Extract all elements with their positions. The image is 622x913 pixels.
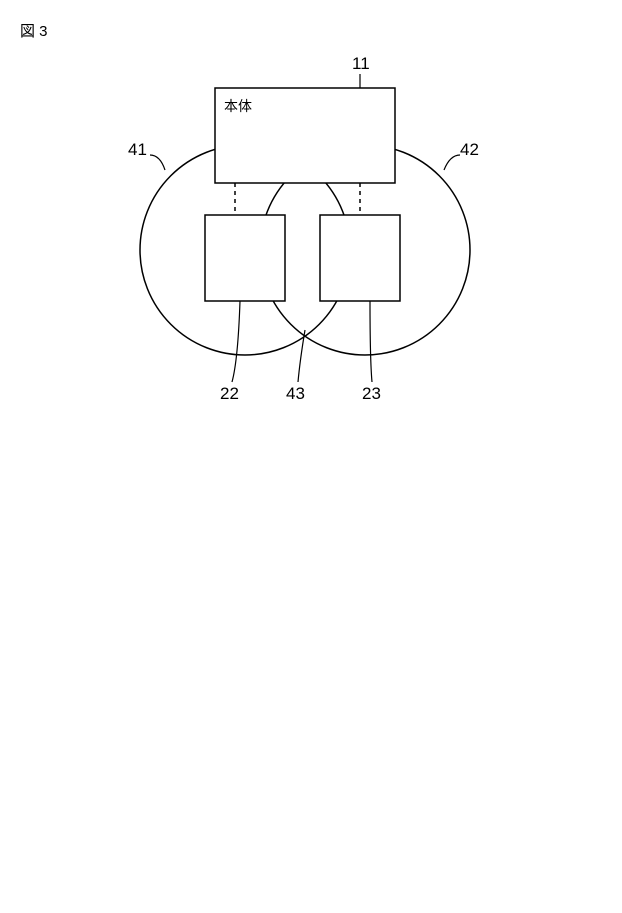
diagram-svg [0,0,622,913]
leader-42 [444,155,460,170]
label-11: 11 [352,54,370,74]
label-43: 43 [286,384,305,404]
leader-22 [232,301,240,382]
label-42: 42 [460,140,479,160]
main-box-label: 本体 [224,96,252,116]
right-small-box [320,215,400,301]
leader-41 [150,155,165,170]
label-22: 22 [220,384,239,404]
label-41: 41 [128,140,147,160]
left-small-box [205,215,285,301]
label-23: 23 [362,384,381,404]
leader-23 [370,301,372,382]
figure-page: 図 3 11 41 42 22 43 23 本体 [0,0,622,913]
